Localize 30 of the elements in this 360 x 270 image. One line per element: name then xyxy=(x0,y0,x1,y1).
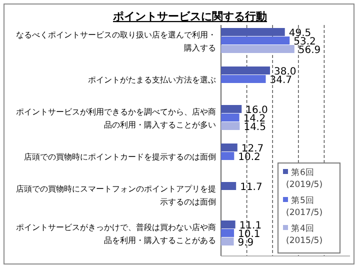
bar xyxy=(221,152,234,160)
bar xyxy=(221,238,234,246)
data-label: 9.9 xyxy=(238,238,254,248)
y-tick-label: ポイントサービスがきっかけで、普段は買わない店や商品を利用・購入することがある xyxy=(16,222,216,245)
bar xyxy=(221,66,270,74)
bar xyxy=(221,182,236,190)
y-tick-label: ポイントがたまる支払い方法を選ぶ xyxy=(88,74,216,84)
y-tick-label: 店頭での買物時にポイントカードを提示するのは面倒 xyxy=(24,151,216,162)
bar xyxy=(221,144,238,152)
bar xyxy=(221,28,285,36)
data-label: 56.9 xyxy=(298,45,321,56)
chart-title: ポイントサービスに関する行動 xyxy=(112,10,267,23)
legend-label: 第6回 (2019/5) xyxy=(286,167,323,190)
bar xyxy=(221,105,242,113)
y-tick-label: 店頭での買物時にスマートフォンのポイントアプリを提示するのは面倒 xyxy=(16,183,216,206)
y-tick-label: なるべくポイントサービスの取り扱い店を選んで利用・購入する xyxy=(16,29,216,52)
bar xyxy=(221,220,236,228)
bar xyxy=(221,45,294,53)
bar xyxy=(221,114,240,122)
bar xyxy=(221,122,240,130)
data-label: 11.7 xyxy=(240,182,262,193)
data-label: 34.7 xyxy=(270,75,292,86)
legend-label: 第4回 (2015/5) xyxy=(286,223,323,246)
bar xyxy=(221,229,234,237)
data-label: 14.5 xyxy=(244,122,266,133)
legend-label: 第5回 (2017/5) xyxy=(286,195,323,218)
bar xyxy=(221,36,290,44)
data-label: 10.2 xyxy=(238,152,260,163)
y-tick-label: ポイントサービスが利用できるかを調べてから、店や商品の利用・購入することが多い xyxy=(16,106,216,130)
bar xyxy=(221,75,266,83)
